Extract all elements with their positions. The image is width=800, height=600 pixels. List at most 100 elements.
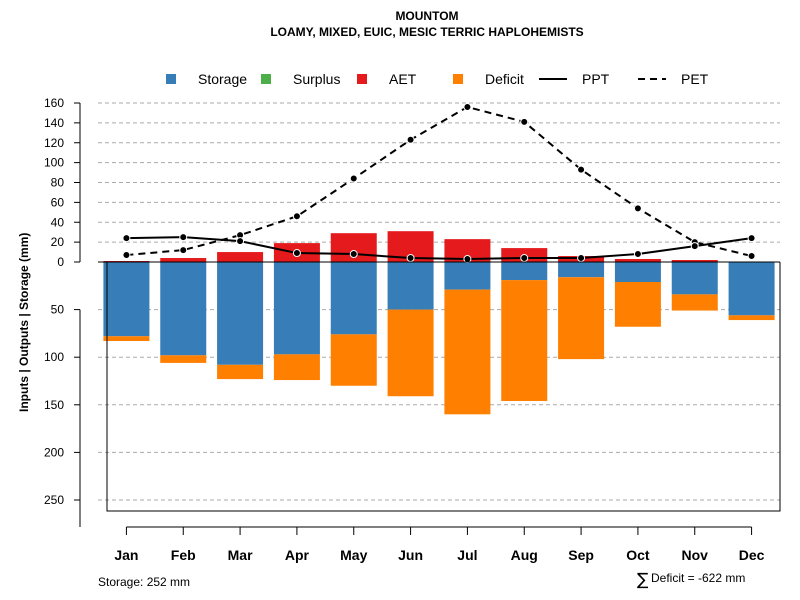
upper-tick-label: 40 — [51, 215, 65, 229]
month-label-feb: Feb — [171, 547, 196, 563]
lower-tick-label: 50 — [51, 303, 65, 317]
month-label-sep: Sep — [568, 547, 594, 563]
legend-label-pet: PET — [681, 71, 709, 87]
deficit-bar-oct — [614, 281, 661, 327]
lower-tick-label: 100 — [44, 350, 64, 364]
aet-bar-nov — [671, 260, 718, 262]
lower-tick-label: 200 — [44, 445, 64, 459]
ppt-point-aug — [520, 254, 529, 263]
ppt-point-may — [349, 250, 358, 259]
chart-title: MOUNTOM — [395, 9, 458, 23]
month-label-jun: Jun — [398, 547, 423, 563]
storage-bar-mar — [217, 262, 264, 365]
pet-point-jul — [463, 102, 472, 111]
deficit-bar-nov — [671, 294, 718, 311]
deficit-bar-jun — [387, 309, 434, 397]
aet-bar-feb — [160, 258, 207, 262]
ppt-point-jan — [122, 234, 131, 243]
aet-bar-oct — [614, 259, 661, 262]
deficit-bar-sep — [558, 277, 605, 360]
pet-point-apr — [292, 212, 301, 221]
month-label-jan: Jan — [114, 547, 138, 563]
ppt-point-feb — [179, 233, 188, 242]
storage-bar-apr — [273, 262, 320, 355]
legend-label-surplus: Surplus — [293, 71, 340, 87]
pet-point-dec — [747, 252, 756, 261]
upper-tick-label: 80 — [51, 176, 65, 190]
ppt-point-apr — [292, 249, 301, 258]
lower-tick-label: 150 — [44, 398, 64, 412]
month-label-oct: Oct — [626, 547, 650, 563]
upper-tick-label: 120 — [44, 136, 64, 150]
month-label-dec: Dec — [739, 547, 765, 563]
storage-footer: Storage: 252 mm — [98, 575, 190, 589]
deficit-bar-feb — [160, 355, 207, 363]
month-label-may: May — [340, 547, 367, 563]
chart-subtitle: LOAMY, MIXED, EUIC, MESIC TERRIC HAPLOHE… — [270, 25, 583, 39]
ppt-point-nov — [690, 242, 699, 251]
legend-swatch-storage — [166, 74, 176, 84]
axes: 0 20 40 60 80 100 120 140 160 50 100 150 200 250 Jan Fe… — [44, 96, 781, 563]
sigma-symbol: ∑ — [637, 570, 649, 590]
lines — [122, 102, 756, 264]
month-label-apr: Apr — [285, 547, 310, 563]
lower-frame — [106, 262, 781, 512]
deficit-bar-mar — [217, 364, 264, 380]
pet-line — [126, 105, 752, 258]
storage-bar-oct — [614, 262, 661, 282]
y-axis-label: Inputs | Outputs | Storage (mm) — [17, 233, 31, 412]
ppt-point-jul — [463, 255, 472, 264]
legend-swatch-surplus — [261, 74, 271, 84]
upper-tick-label: 100 — [44, 156, 64, 170]
legend-label-ppt: PPT — [582, 71, 610, 87]
storage-bar-jun — [387, 262, 434, 310]
deficit-bar-dec — [728, 315, 775, 321]
legend-label-deficit: Deficit — [485, 71, 524, 87]
deficit-bar-jul — [444, 289, 491, 415]
pet-point-jan — [122, 251, 131, 260]
storage-bar-jan — [103, 262, 150, 337]
ppt-point-jun — [406, 254, 415, 263]
upper-tick-label: 140 — [44, 116, 64, 130]
pet-point-jun — [406, 135, 415, 144]
deficit-bar-jan — [103, 336, 150, 342]
storage-bar-dec — [728, 262, 775, 316]
upper-tick-label: 20 — [51, 235, 65, 249]
month-label-jul: Jul — [457, 547, 477, 563]
pet-point-sep — [577, 165, 586, 174]
ppt-point-mar — [236, 237, 245, 246]
storage-bar-may — [330, 262, 377, 335]
storage-bar-jul — [444, 262, 491, 290]
legend: Storage Surplus AET Deficit PPT PET — [166, 71, 709, 87]
aet-bar-jul — [444, 239, 491, 262]
ppt-point-dec — [747, 234, 756, 243]
legend-swatch-aet — [357, 74, 367, 84]
month-label-mar: Mar — [228, 547, 253, 563]
deficit-footer: Deficit = -622 mm — [651, 571, 745, 585]
legend-label-storage: Storage — [198, 71, 247, 87]
ppt-line — [126, 236, 752, 261]
gridlines — [98, 102, 780, 501]
storage-bar-aug — [501, 262, 548, 281]
upper-tick-label: 0 — [57, 255, 64, 269]
ppt-point-oct — [633, 250, 642, 259]
storage-bar-sep — [558, 262, 605, 278]
aet-bar-mar — [217, 252, 264, 262]
storage-bar-feb — [160, 262, 207, 356]
deficit-bar-aug — [501, 280, 548, 401]
month-label-aug: Aug — [511, 547, 538, 563]
storage-bar-nov — [671, 262, 718, 295]
deficit-bar-may — [330, 334, 377, 386]
lower-tick-label: 250 — [44, 493, 64, 507]
pet-point-aug — [520, 117, 529, 126]
upper-tick-label: 60 — [51, 195, 65, 209]
pet-point-oct — [633, 204, 642, 213]
legend-label-aet: AET — [389, 71, 417, 87]
ppt-point-sep — [577, 254, 586, 263]
pet-point-feb — [179, 246, 188, 255]
pet-point-may — [349, 174, 358, 183]
legend-swatch-deficit — [453, 74, 463, 84]
upper-tick-label: 160 — [44, 96, 64, 110]
month-label-nov: Nov — [682, 547, 709, 563]
